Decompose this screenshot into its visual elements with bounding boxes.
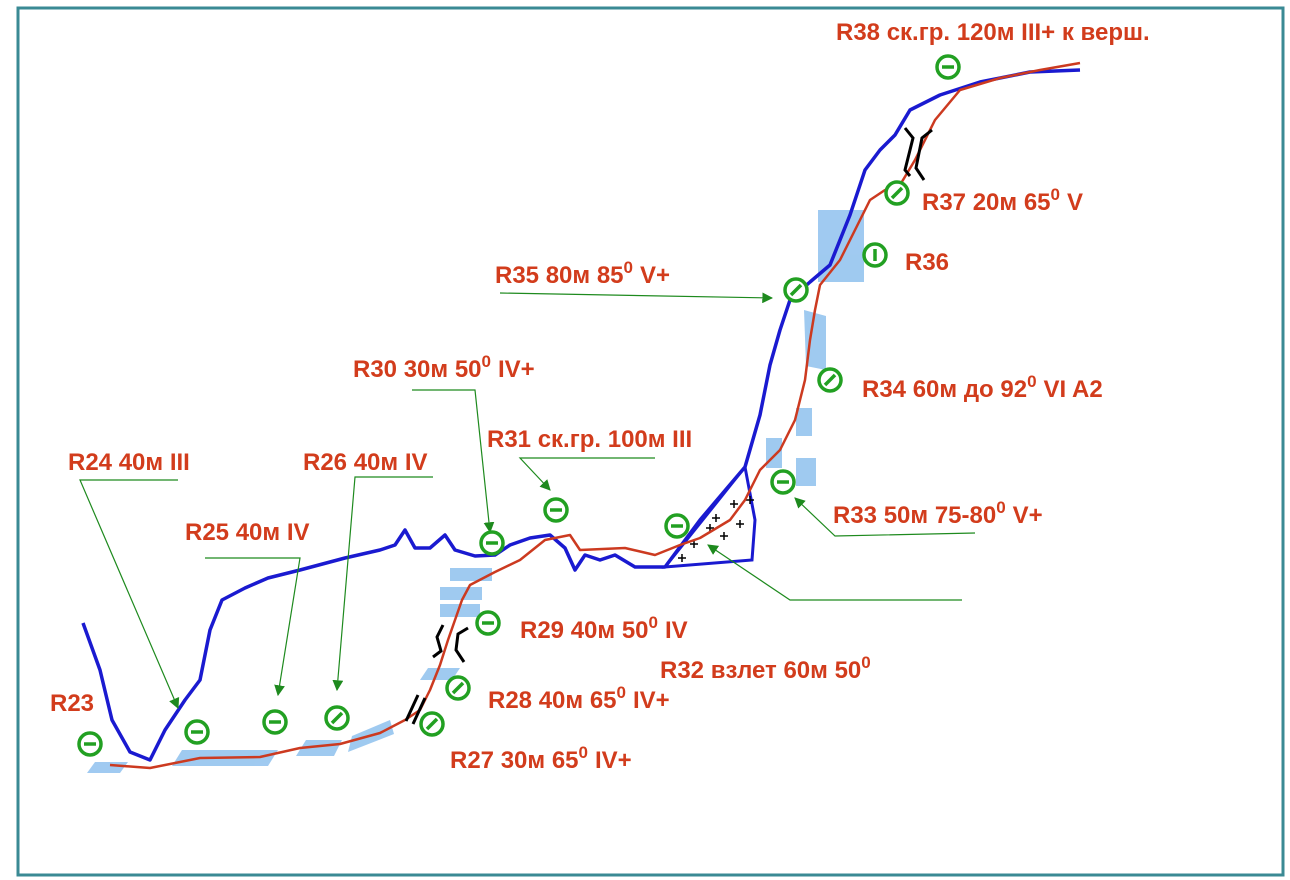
- route-label: R29 40м 500 IV: [520, 613, 688, 644]
- grade: V: [1067, 189, 1083, 216]
- route-label: R33 50м 75-800 V+: [833, 498, 1043, 529]
- label-text: R26 40м IV: [303, 449, 428, 476]
- degree: 0: [1051, 185, 1060, 204]
- route-label: R25 40м IV: [185, 519, 310, 546]
- degree: 0: [649, 613, 658, 632]
- route-label: R23: [50, 690, 94, 717]
- label-text: R36: [905, 249, 949, 276]
- label-text: R31 ск.гр. 100м III: [487, 426, 692, 453]
- route-label: R24 40м III: [68, 449, 190, 476]
- route-label: R37 20м 650 V: [922, 185, 1083, 216]
- cracks: [404, 127, 933, 725]
- label-text: R27 30м 65: [450, 747, 579, 774]
- label-text: R35 80м 85: [495, 262, 624, 289]
- route-label: R28 40м 650 IV+: [488, 683, 670, 714]
- route-blue: [81, 68, 1081, 762]
- route-red: [109, 61, 1081, 770]
- grade: IV+: [498, 356, 535, 383]
- degree: 0: [617, 683, 626, 702]
- degree: 0: [579, 743, 588, 762]
- route-label: R26 40м IV: [303, 449, 428, 476]
- label-text: R29 40м 50: [520, 617, 649, 644]
- degree: 0: [1027, 372, 1036, 391]
- route-label: R36: [905, 249, 949, 276]
- route-label: R32 взлет 60м 500: [660, 653, 871, 684]
- grade: IV+: [595, 747, 632, 774]
- route-label: R34 60м до 920 VI A2: [862, 372, 1103, 403]
- route-label: R35 80м 850 V+: [495, 258, 670, 289]
- degree: 0: [996, 498, 1005, 517]
- label-text: R28 40м 65: [488, 687, 617, 714]
- frame: [16, 6, 1285, 877]
- degree: 0: [861, 653, 870, 672]
- label-text: R37 20м 65: [922, 189, 1051, 216]
- degree: 0: [482, 352, 491, 371]
- grade: V+: [640, 262, 670, 289]
- sections: [87, 210, 864, 773]
- scree-marks: [678, 496, 754, 562]
- leaders: [79, 292, 976, 709]
- route-label: R27 30м 650 IV+: [450, 743, 632, 774]
- grade: VI A2: [1044, 376, 1103, 403]
- label-text: R32 взлет 60м 50: [660, 657, 861, 684]
- route-label: R38 ск.гр. 120м III+ к верш.: [836, 19, 1150, 46]
- label-text: R24 40м III: [68, 449, 190, 476]
- label-text: R23: [50, 690, 94, 717]
- grade: V+: [1013, 502, 1043, 529]
- label-text: R30 30м 50: [353, 356, 482, 383]
- degree: 0: [624, 258, 633, 277]
- route-label: R30 30м 500 IV+: [353, 352, 535, 383]
- label-text: R25 40м IV: [185, 519, 310, 546]
- label-text: R34 60м до 92: [862, 376, 1027, 403]
- grade: IV+: [633, 687, 670, 714]
- label-text: R38 ск.гр. 120м III+ к верш.: [836, 19, 1150, 46]
- label-text: R33 50м 75-80: [833, 502, 996, 529]
- anchors: [77, 54, 961, 757]
- grade: IV: [665, 617, 688, 644]
- labels: R38 ск.гр. 120м III+ к верш.R37 20м 650 V…: [50, 19, 1150, 774]
- route-label: R31 ск.гр. 100м III: [487, 426, 692, 453]
